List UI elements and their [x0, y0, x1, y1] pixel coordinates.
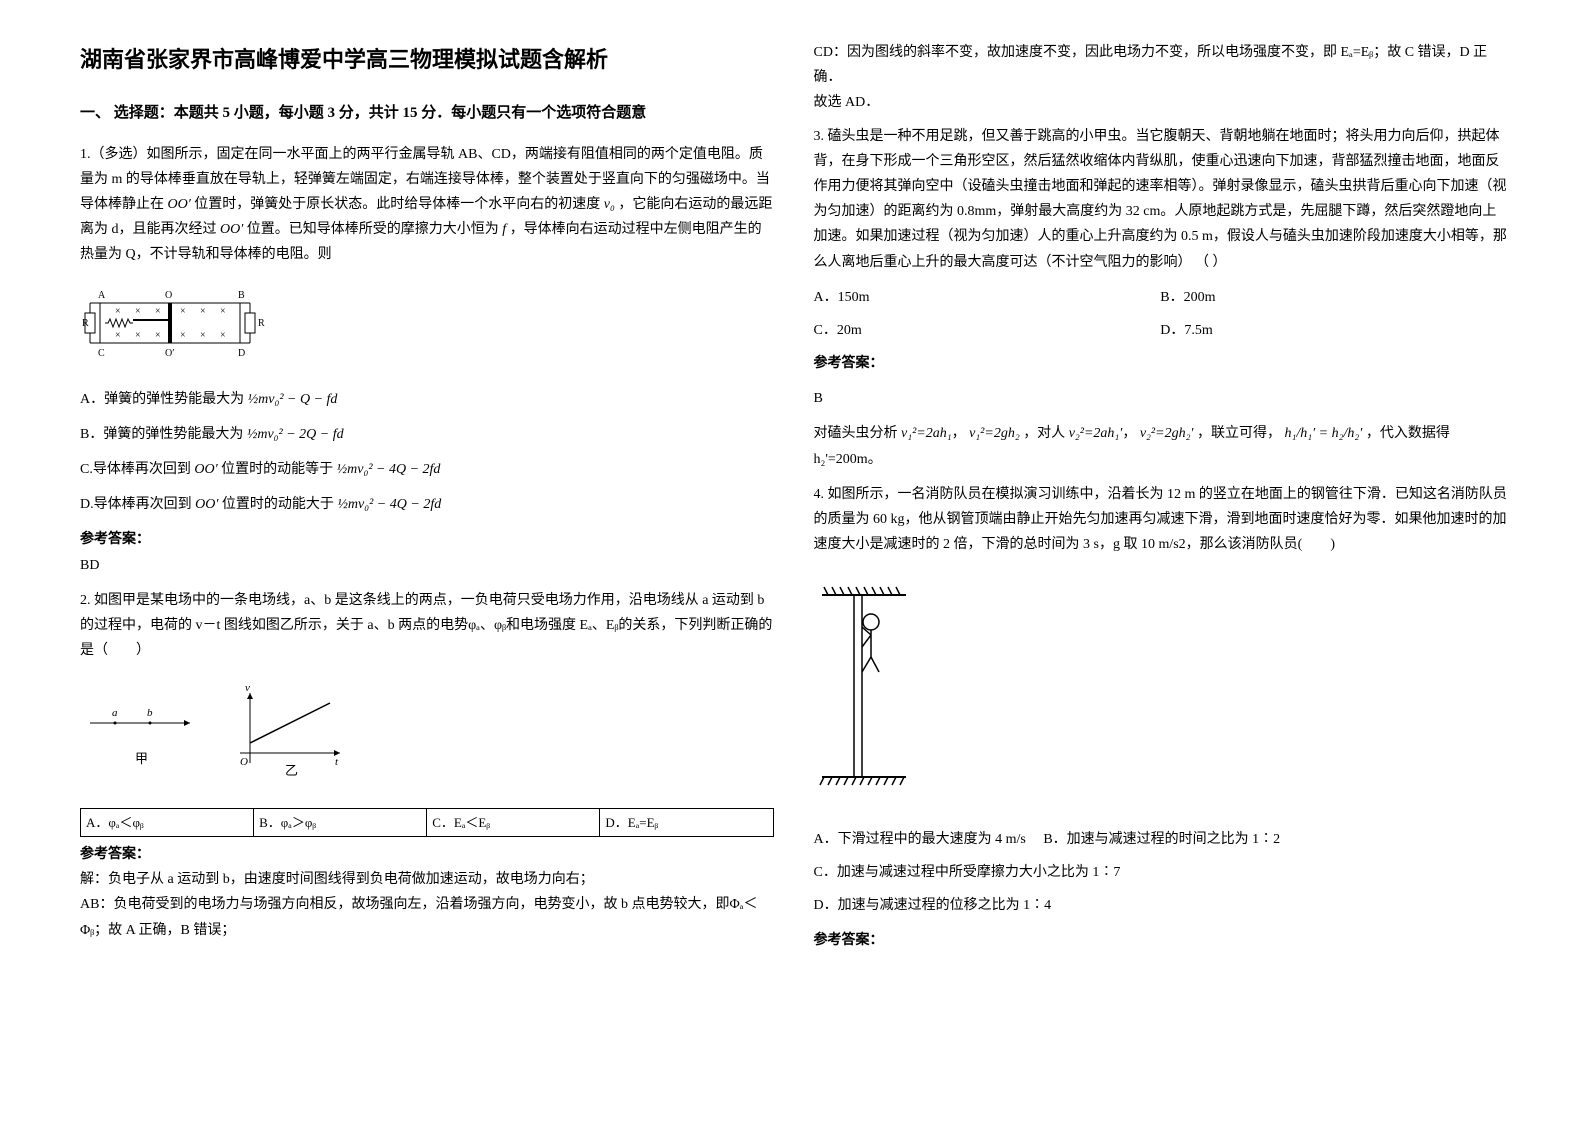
svg-text:D: D — [238, 348, 245, 359]
question-4: 4. 如图所示，一名消防队员在模拟演习训练中，沿着长为 12 m 的竖立在地面上… — [814, 482, 1508, 558]
svg-text:乙: 乙 — [285, 763, 298, 778]
q3-exp-pre: 对磕头虫分析 — [814, 426, 898, 441]
q3-f4: v₂²=2gh₂′ — [1140, 426, 1194, 441]
q4-option-c: C．加速与减速过程中所受摩擦力大小之比为 1∶7 — [814, 860, 1508, 885]
q3-option-a: A．150m — [814, 285, 1161, 310]
q1-optD-pos: OO′ — [195, 497, 218, 512]
svg-text:×: × — [155, 330, 161, 341]
q3-option-d: D．7.5m — [1160, 318, 1507, 343]
q1-optC-label2: 位置时的动能等于 — [221, 462, 333, 477]
q1-option-c: C.导体棒再次回到 OO′ 位置时的动能等于 ½mv₀² − 4Q − 2fd — [80, 457, 774, 482]
svg-text:×: × — [115, 330, 121, 341]
q3-options-row2: C．20m D．7.5m — [814, 318, 1508, 343]
svg-text:v: v — [245, 683, 250, 694]
q1-stem-4: 位置。已知导体棒所受的摩擦力大小恒为 — [247, 222, 499, 237]
svg-text:R: R — [258, 318, 265, 329]
right-column: CD：因为图线的斜率不变，故加速度不变，因此电场力不变，所以电场强度不变，即 E… — [794, 40, 1528, 1082]
q4-option-d: D．加速与减速过程的位移之比为 1∶4 — [814, 893, 1508, 918]
q2-cell-b: B．φₐ＞φᵦ — [254, 808, 427, 836]
svg-text:A: A — [98, 290, 106, 301]
q1-optA-label: A．弹簧的弹性势能最大为 — [80, 392, 244, 407]
left-column: 湖南省张家界市高峰博爱中学高三物理模拟试题含解析 一、 选择题：本题共 5 小题… — [60, 40, 794, 1082]
q2-explain-1: 解：负电子从 a 运动到 b，由速度时间图线得到负电荷做加速运动，故电场力向右； — [80, 867, 774, 892]
q4-optB: B．加速与减速过程的时间之比为 1∶2 — [1043, 832, 1280, 847]
q1-formula-c: ½mv₀² − 4Q − 2fd — [337, 462, 441, 477]
q2-explain-cd: CD：因为图线的斜率不变，故加速度不变，因此电场力不变，所以电场强度不变，即 E… — [814, 40, 1508, 90]
svg-text:O: O — [165, 290, 172, 301]
q3-answer-label: 参考答案： — [814, 351, 1508, 376]
q1-option-b: B．弹簧的弹性势能最大为 ½mv₀² − 2Q − fd — [80, 422, 774, 447]
document-title: 湖南省张家界市高峰博爱中学高三物理模拟试题含解析 — [80, 40, 774, 80]
svg-text:B: B — [238, 290, 245, 301]
q2-explain-2: AB：负电荷受到的电场力与场强方向相反，故场强向左，沿着场强方向，电势变小，故 … — [80, 892, 774, 942]
q4-answer-label: 参考答案： — [814, 928, 1508, 953]
q3-option-b: B．200m — [1160, 285, 1507, 310]
svg-text:×: × — [135, 330, 141, 341]
svg-text:×: × — [135, 306, 141, 317]
q1-option-a: A．弹簧的弹性势能最大为 ½mv₀² − Q − fd — [80, 387, 774, 412]
q1-answer: BD — [80, 553, 774, 578]
q2-explain-final: 故选 AD． — [814, 90, 1508, 115]
q1-v0: v₀ — [604, 197, 615, 212]
svg-text:O: O — [240, 756, 248, 768]
svg-text:C: C — [98, 348, 105, 359]
q1-optB-label: B．弹簧的弹性势能最大为 — [80, 427, 243, 442]
q3-f5: h₁/h₁′ = h₂/h₂′ — [1285, 426, 1363, 441]
q1-figure-circuit: A O B R R × × × × × × × × × × × × C O′ D — [80, 288, 280, 368]
q2-cell-c: C．Eₐ＜Eᵦ — [427, 808, 600, 836]
q3-f2: v₁²=2gh₂ — [969, 426, 1020, 441]
q1-formula-b: ½mv₀² − 2Q − fd — [247, 427, 344, 442]
q3-option-c: C．20m — [814, 318, 1161, 343]
svg-text:×: × — [115, 306, 121, 317]
q2-cell-d: D．Eₐ=Eᵦ — [600, 808, 773, 836]
svg-text:×: × — [220, 330, 226, 341]
section-heading: 一、 选择题：本题共 5 小题，每小题 3 分，共计 15 分．每小题只有一个选… — [80, 100, 774, 127]
q2-answer-label: 参考答案： — [80, 842, 774, 867]
q3-options-row1: A．150m B．200m — [814, 285, 1508, 310]
q3-answer: B — [814, 386, 1508, 411]
q3-f3: v₂²=2ah₁′ — [1069, 426, 1123, 441]
svg-text:×: × — [155, 306, 161, 317]
svg-text:a: a — [112, 707, 118, 719]
q4-option-ab: A．下滑过程中的最大速度为 4 m/s B．加速与减速过程的时间之比为 1∶2 — [814, 827, 1508, 852]
q3-exp-mid2: ，联立可得， — [1197, 426, 1281, 441]
q1-option-d: D.导体棒再次回到 OO′ 位置时的动能大于 ½mv₀² − 4Q − 2fd — [80, 492, 774, 517]
question-2: 2. 如图甲是某电场中的一条电场线，a、b 是这条线上的两点，一负电荷只受电场力… — [80, 588, 774, 664]
svg-text:t: t — [335, 756, 339, 768]
q1-pos-2: OO′ — [220, 222, 243, 237]
q1-pos: OO′ — [168, 197, 191, 212]
q1-optC-label: C.导体棒再次回到 — [80, 462, 191, 477]
q1-formula-d: ½mv₀² − 4Q − 2fd — [337, 497, 441, 512]
q1-answer-label: 参考答案： — [80, 527, 774, 552]
q3-f1: v₁²=2ah₁ — [901, 426, 952, 441]
q2-cell-a: A．φₐ＜φᵦ — [81, 808, 254, 836]
q4-figure-pole — [814, 577, 994, 807]
q1-stem-2: 位置时，弹簧处于原长状态。此时给导体棒一个水平向右的初速度 — [194, 197, 600, 212]
q3-exp-mid: ，对人 — [1023, 426, 1065, 441]
svg-text:O′: O′ — [165, 348, 174, 359]
q1-f: f — [502, 222, 506, 237]
q1-optD-label2: 位置时的动能大于 — [222, 497, 334, 512]
svg-text:甲: 甲 — [135, 751, 148, 766]
svg-text:b: b — [147, 707, 153, 719]
svg-text:×: × — [180, 306, 186, 317]
q1-formula-a: ½mv₀² − Q − fd — [248, 392, 338, 407]
question-1: 1.（多选）如图所示，固定在同一水平面上的两平行金属导轨 AB、CD，两端接有阻… — [80, 142, 774, 268]
svg-text:×: × — [200, 330, 206, 341]
q4-optA: A．下滑过程中的最大速度为 4 m/s — [814, 832, 1026, 847]
question-3: 3. 磕头虫是一种不用足跳，但又善于跳高的小甲虫。当它腹朝天、背朝地躺在地面时；… — [814, 124, 1508, 275]
svg-text:×: × — [200, 306, 206, 317]
q1-optC-pos: OO′ — [194, 462, 217, 477]
q1-optD-label: D.导体棒再次回到 — [80, 497, 192, 512]
svg-text:×: × — [220, 306, 226, 317]
svg-text:×: × — [180, 330, 186, 341]
q3-explanation: 对磕头虫分析 v₁²=2ah₁， v₁²=2gh₂ ，对人 v₂²=2ah₁′，… — [814, 421, 1508, 471]
q2-options-table: A．φₐ＜φᵦ B．φₐ＞φᵦ C．Eₐ＜Eᵦ D．Eₐ=Eᵦ — [80, 808, 774, 837]
svg-text:R: R — [82, 318, 89, 329]
q2-figure: a b 甲 v t O 乙 — [80, 683, 360, 783]
